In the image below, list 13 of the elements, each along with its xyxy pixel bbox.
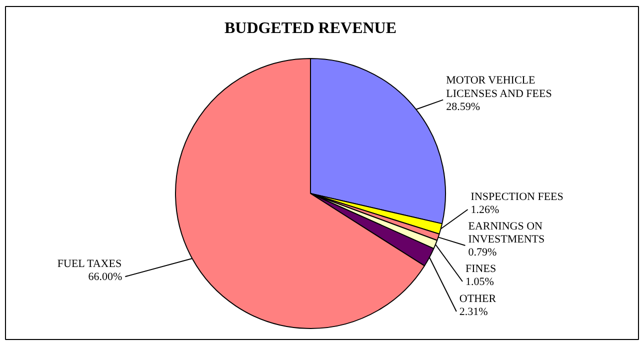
slice-label: MOTOR VEHICLE LICENSES AND FEES bbox=[446, 74, 552, 100]
slice-label: EARNINGS ON INVESTMENTS bbox=[468, 220, 545, 246]
data-label: 2.31% bbox=[459, 306, 488, 318]
data-label: 1.05% bbox=[466, 276, 494, 288]
data-label: 28.59% bbox=[446, 101, 480, 114]
slice-label: FUEL TAXES bbox=[57, 258, 122, 270]
data-label: 1.26% bbox=[470, 204, 500, 216]
slice-label: FINES bbox=[466, 262, 496, 275]
slice-label: INSPECTION FEES bbox=[470, 190, 564, 203]
chart-title: BUDGETED REVENUE bbox=[224, 20, 397, 37]
data-label: 0.79% bbox=[468, 246, 497, 259]
slice-label: OTHER bbox=[459, 292, 497, 305]
data-label: 66.00% bbox=[88, 271, 122, 284]
